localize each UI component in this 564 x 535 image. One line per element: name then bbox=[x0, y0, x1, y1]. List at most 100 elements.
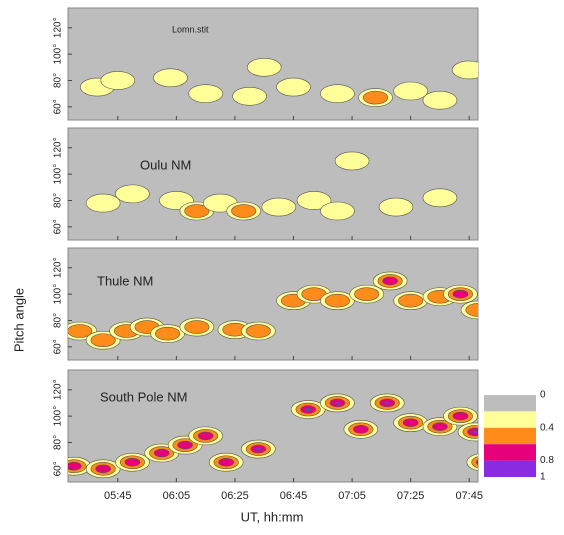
y-tick-label: 60° bbox=[53, 99, 64, 114]
contour-level bbox=[90, 333, 116, 348]
y-tick-label: 80° bbox=[53, 435, 64, 450]
contour-level bbox=[153, 68, 188, 88]
x-tick-label: 07:45 bbox=[455, 490, 483, 502]
colorbar-tick-label: 0.4 bbox=[540, 422, 554, 433]
contour-level bbox=[188, 84, 223, 103]
contour-level bbox=[177, 440, 193, 450]
contour-level bbox=[324, 293, 350, 308]
contour-blob bbox=[290, 400, 326, 419]
contour-level bbox=[320, 84, 355, 103]
colorbar-tick-label: 1 bbox=[540, 472, 546, 483]
contour-blob bbox=[188, 84, 223, 103]
colorbar-swatch bbox=[484, 460, 536, 477]
panel-title: Thule NM bbox=[97, 273, 153, 288]
colorbar-swatch bbox=[484, 427, 536, 445]
contour-level bbox=[246, 57, 282, 77]
contour-blob bbox=[276, 77, 311, 97]
contour-blob bbox=[358, 88, 393, 107]
contour-blob bbox=[393, 413, 428, 433]
contour-blob bbox=[343, 419, 379, 439]
contour-blob bbox=[241, 321, 276, 341]
contour-level bbox=[255, 447, 262, 451]
contour-level bbox=[384, 401, 391, 405]
panel-background bbox=[67, 127, 479, 241]
contour-blob bbox=[422, 90, 458, 110]
contour-level bbox=[100, 71, 136, 90]
contour-blob bbox=[372, 271, 408, 291]
contour-blob bbox=[85, 193, 121, 213]
y-tick-label: 60° bbox=[53, 461, 64, 476]
contour-level bbox=[276, 77, 311, 97]
contour-blob bbox=[460, 300, 478, 320]
contour-blob bbox=[320, 201, 355, 221]
y-tick-label: 80° bbox=[53, 193, 64, 208]
contour-level bbox=[422, 188, 458, 208]
contour-level bbox=[231, 204, 257, 218]
colorbar-swatch bbox=[484, 411, 536, 428]
contour-blob bbox=[320, 291, 355, 311]
contour-blob bbox=[241, 439, 276, 459]
contour-level bbox=[354, 287, 380, 301]
contour-level bbox=[184, 204, 210, 218]
contour-level bbox=[232, 86, 267, 106]
contour-blob bbox=[150, 324, 185, 343]
contour-level bbox=[382, 276, 398, 286]
contour-blob bbox=[451, 60, 478, 80]
contour-blob bbox=[115, 184, 150, 204]
contour-level bbox=[261, 197, 297, 217]
contour-level bbox=[85, 193, 121, 213]
contour-blob bbox=[68, 456, 92, 476]
contour-blob bbox=[320, 393, 355, 413]
contour-blob bbox=[466, 453, 478, 471]
contour-level bbox=[353, 425, 369, 434]
contour-blob bbox=[334, 151, 370, 171]
contour-level bbox=[471, 456, 478, 469]
y-tick-label: 60° bbox=[53, 219, 64, 234]
y-tick-label: 100° bbox=[53, 284, 64, 305]
contour-level bbox=[153, 448, 170, 458]
x-tick-label: 06:25 bbox=[221, 490, 249, 502]
x-tick-label: 06:05 bbox=[163, 490, 191, 502]
contour-blob bbox=[393, 291, 428, 311]
contour-layer bbox=[79, 57, 478, 110]
panel-title: South Pole NM bbox=[100, 389, 187, 404]
contour-layer bbox=[68, 393, 478, 479]
contour-blob bbox=[457, 422, 478, 442]
contour-layer bbox=[85, 151, 458, 221]
x-tick-label: 07:25 bbox=[397, 490, 425, 502]
contour-blob bbox=[226, 201, 262, 221]
contour-level bbox=[402, 418, 419, 427]
contour-level bbox=[452, 289, 469, 299]
contour-level bbox=[422, 90, 458, 110]
contour-layer bbox=[68, 271, 478, 350]
contour-level bbox=[334, 151, 370, 171]
contour-blob bbox=[167, 435, 203, 455]
contour-level bbox=[378, 197, 414, 217]
contour-blob bbox=[296, 284, 332, 304]
x-tick-label: 05:45 bbox=[104, 490, 132, 502]
contour-level bbox=[95, 464, 111, 474]
contour-blob bbox=[443, 284, 478, 304]
contour-level bbox=[68, 324, 93, 338]
y-tick-label: 100° bbox=[53, 406, 64, 427]
contour-blob bbox=[85, 459, 121, 479]
contour-blob bbox=[349, 284, 385, 304]
contour-level bbox=[115, 184, 150, 204]
contour-level bbox=[362, 90, 389, 105]
x-axis-label: UT, hh:mm bbox=[241, 509, 304, 524]
y-tick-label: 120° bbox=[53, 17, 64, 38]
contour-blob bbox=[115, 452, 150, 472]
y-tick-label: 100° bbox=[53, 44, 64, 65]
contour-level bbox=[465, 303, 478, 317]
colorbar-tick-label: 0.8 bbox=[540, 455, 554, 466]
y-tick-label: 80° bbox=[53, 313, 64, 328]
panel-title: Lomn.stit bbox=[172, 24, 209, 34]
contour-level bbox=[184, 320, 210, 334]
contour-level bbox=[472, 430, 478, 434]
y-tick-label: 120° bbox=[53, 137, 64, 158]
contour-blob bbox=[296, 191, 332, 210]
contour-blob bbox=[320, 84, 355, 103]
contour-level bbox=[197, 431, 214, 441]
contour-level bbox=[452, 411, 469, 421]
